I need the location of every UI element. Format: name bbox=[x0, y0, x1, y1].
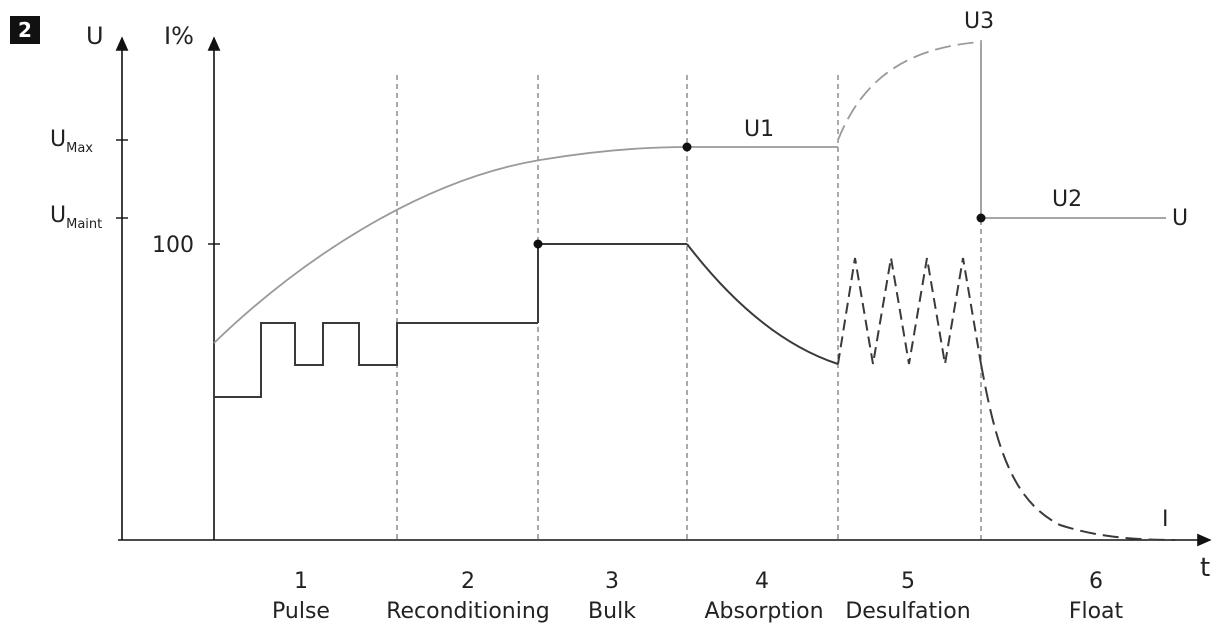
current-float-decay bbox=[980, 363, 1176, 541]
current-bulk-level bbox=[537, 243, 687, 323]
axes bbox=[115, 36, 1212, 547]
series-label-u: U bbox=[1172, 206, 1188, 231]
current-pulse-steps bbox=[214, 322, 538, 398]
annotation-u2: U2 bbox=[1052, 187, 1082, 212]
tick-marks bbox=[116, 139, 220, 245]
phase-2-name: Reconditioning bbox=[386, 599, 550, 624]
voltage-rise-curve bbox=[213, 146, 688, 344]
voltage-series bbox=[213, 41, 1166, 344]
dot-bulk-start bbox=[533, 239, 543, 249]
dot-u1-start bbox=[682, 142, 692, 152]
phase-2-number: 2 bbox=[461, 569, 475, 594]
phase-3-name: Bulk bbox=[588, 599, 636, 624]
phase-3-number: 3 bbox=[605, 569, 619, 594]
current-series bbox=[214, 243, 1176, 541]
voltage-u3-rise bbox=[837, 41, 982, 141]
figure-number-badge: 2 bbox=[10, 16, 40, 44]
annotation-u1: U1 bbox=[744, 117, 774, 142]
phase-1-name: Pulse bbox=[272, 599, 330, 624]
phase-4-name: Absorption bbox=[704, 599, 823, 624]
y-axis-left-label: U bbox=[86, 22, 104, 50]
phase-6-number: 6 bbox=[1089, 569, 1103, 594]
tick-label-umaint: UMaint bbox=[50, 203, 102, 232]
x-axis-label: t bbox=[1200, 553, 1210, 583]
phase-dividers bbox=[396, 40, 982, 540]
marker-dots bbox=[533, 142, 986, 249]
annotation-u3: U3 bbox=[964, 9, 994, 34]
tick-label-100: 100 bbox=[152, 233, 194, 258]
current-desulfation-zigzag bbox=[837, 257, 982, 365]
tick-label-umax: UMax bbox=[50, 127, 93, 156]
dot-u2-start bbox=[976, 213, 986, 223]
phase-5-name: Desulfation bbox=[845, 599, 970, 624]
phase-5-number: 5 bbox=[901, 569, 915, 594]
y-axis-right-label: I% bbox=[164, 22, 194, 50]
phase-4-number: 4 bbox=[755, 569, 769, 594]
series-label-i: I bbox=[1162, 507, 1169, 532]
phase-6-name: Float bbox=[1069, 599, 1124, 624]
phase-1-number: 1 bbox=[294, 569, 308, 594]
current-absorption-decay bbox=[686, 243, 839, 365]
phase-labels: 1 Pulse 2 Reconditioning 3 Bulk 4 Absorp… bbox=[272, 569, 1124, 624]
